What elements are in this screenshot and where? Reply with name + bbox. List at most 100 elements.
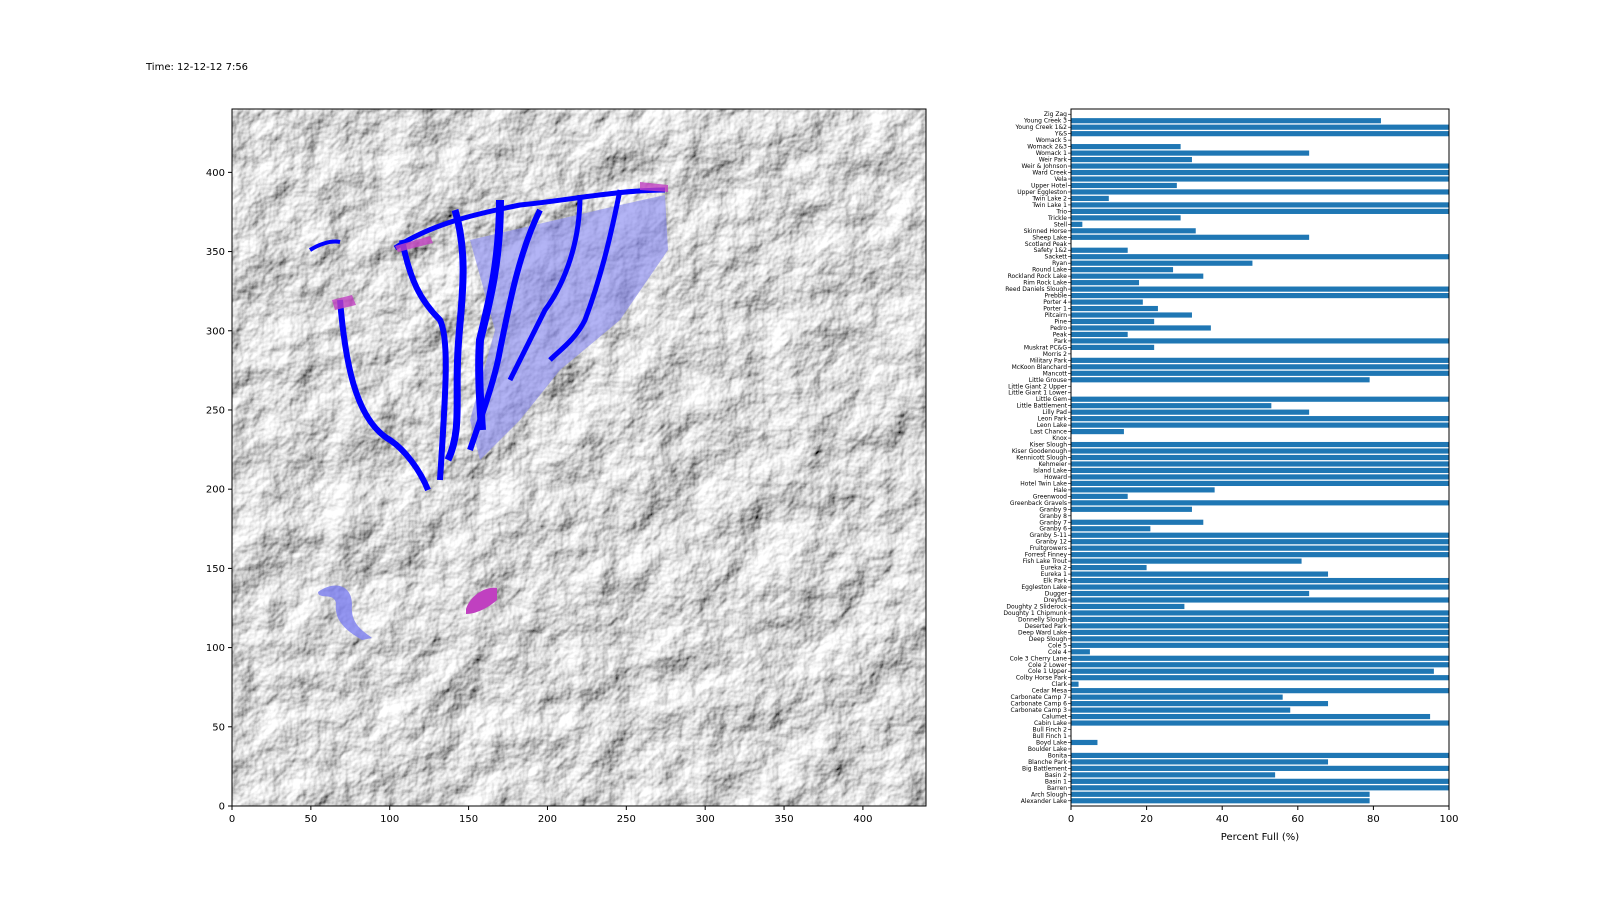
flow-channel — [548, 189, 623, 362]
bar — [1071, 552, 1449, 558]
bar — [1071, 668, 1434, 674]
bar-category-label: Mancott — [1043, 370, 1068, 377]
map-y-tick-label: 0 — [219, 802, 225, 813]
bar-category-label: Lilly Pad — [1042, 409, 1067, 416]
bar-category-label: Cole 2 Lower — [1028, 662, 1067, 669]
flow-light-loop — [318, 585, 372, 640]
bar-category-label: Weir Park — [1039, 157, 1068, 164]
bar-category-label: Cedar Mesa — [1032, 688, 1068, 695]
bar — [1071, 189, 1449, 195]
bar — [1071, 118, 1381, 124]
bar — [1071, 474, 1449, 480]
bar — [1071, 629, 1449, 635]
bar — [1071, 649, 1090, 655]
bar — [1071, 312, 1192, 318]
bar-category-label: Eggleston Lake — [1021, 584, 1067, 591]
flow-overlay — [308, 182, 668, 640]
bar-category-label: Island Lake — [1033, 467, 1067, 474]
bar-category-label: Eureka 2 — [1041, 565, 1068, 572]
bar — [1071, 267, 1174, 273]
bar-category-label: Carbonate Camp 6 — [1011, 701, 1068, 708]
bar — [1071, 195, 1109, 202]
bar-category-label: Blanche Park — [1028, 759, 1067, 766]
bar-category-label: Kennicott Slough — [1016, 455, 1067, 462]
bar-category-label: Trickle — [1047, 215, 1067, 222]
bar-category-label: Rim Rock Lake — [1023, 280, 1067, 287]
flow-channel — [308, 239, 341, 252]
bar — [1071, 467, 1449, 474]
bar-category-label: Bull Finch 1 — [1033, 733, 1068, 740]
bar-category-label: Deep Slough — [1029, 636, 1067, 643]
bar-category-label: Doughty 1 Chipmunk — [1003, 610, 1067, 617]
bar — [1071, 331, 1128, 338]
bar — [1071, 506, 1192, 512]
bar — [1071, 131, 1449, 137]
bar-category-label: Granby 8 — [1039, 513, 1067, 520]
bar-x-tick-label: 40 — [1216, 814, 1229, 825]
bar — [1071, 441, 1449, 448]
bar-category-label: Greenwood — [1033, 493, 1067, 500]
bar-category-label: Leon Lake — [1037, 422, 1068, 429]
bar — [1071, 519, 1204, 525]
bar — [1071, 791, 1370, 797]
bar — [1071, 765, 1449, 771]
map-x-tick-label: 150 — [459, 814, 478, 825]
bar-category-label: Womack 5 — [1036, 137, 1067, 144]
deposit — [640, 182, 668, 192]
bar — [1071, 169, 1449, 176]
bar — [1071, 150, 1310, 156]
bar-category-label: Stell — [1054, 221, 1068, 228]
bar — [1071, 662, 1449, 668]
bar-x-tick-label: 20 — [1140, 814, 1153, 825]
flow-channel — [399, 239, 449, 481]
bar — [1071, 292, 1449, 299]
bar — [1071, 202, 1449, 208]
map-x-tick-label: 300 — [696, 814, 715, 825]
bar-category-label: Womack 1 — [1036, 150, 1067, 157]
map-frame — [231, 108, 927, 807]
bar-category-label: Fish Lake Trout — [1023, 558, 1068, 565]
flow-channel — [393, 187, 666, 251]
bar-category-label: Zig Zag — [1044, 111, 1067, 118]
bar-category-label: Fruitgrowers — [1030, 545, 1067, 552]
bar-category-label: Military Park — [1030, 357, 1068, 364]
flow-channel — [444, 208, 467, 462]
map-y-tick-label: 250 — [206, 405, 225, 416]
bar-category-label: Granby 12 — [1036, 539, 1068, 546]
bar-category-label: Granby 5-11 — [1030, 532, 1068, 539]
bar — [1071, 305, 1158, 312]
bar-category-label: Hotel Twin Lake — [1020, 480, 1067, 487]
bar — [1071, 124, 1449, 130]
bar-category-label: Skinned Horse — [1024, 228, 1068, 235]
bar-category-label: Y&S — [1054, 131, 1067, 138]
bar — [1071, 403, 1272, 409]
bar — [1071, 234, 1310, 240]
bar — [1071, 752, 1449, 759]
bar-category-label: Ryan — [1052, 260, 1067, 267]
bar-x-tick-label: 0 — [1068, 814, 1074, 825]
bar-frame — [1070, 108, 1450, 807]
hillshade-map-panel: 0 50 100 150 200 250 300 350 400 0 50 100 150 200 250… — [206, 108, 927, 825]
bar-category-label: Young Creek 1&2 — [1015, 124, 1068, 131]
map-y-tick-label: 100 — [206, 643, 225, 654]
bar — [1071, 642, 1449, 648]
bar — [1071, 280, 1140, 286]
bar — [1071, 454, 1449, 461]
bar-category-label: Boulder Lake — [1028, 746, 1067, 753]
bar — [1071, 163, 1449, 169]
bar-category-label: Basin 1 — [1045, 778, 1067, 785]
bar — [1071, 623, 1449, 629]
bar — [1071, 429, 1124, 435]
bar-category-label: Twin Lake 2 — [1031, 195, 1067, 202]
bar-category-label: Womack 2&3 — [1027, 144, 1067, 151]
bar-category-label: Sheep Lake — [1032, 234, 1067, 241]
bar-category-label: Upper Hotel — [1031, 182, 1067, 189]
map-x-tick-label: 100 — [380, 814, 399, 825]
bar — [1071, 182, 1177, 189]
bar — [1071, 681, 1079, 687]
map-x-tick-label: 350 — [774, 814, 793, 825]
bar-category-label: Colby Horse Park — [1016, 675, 1068, 682]
bar — [1071, 299, 1143, 305]
bar-category-label: Cole 5 — [1048, 642, 1067, 649]
bar — [1071, 364, 1449, 370]
